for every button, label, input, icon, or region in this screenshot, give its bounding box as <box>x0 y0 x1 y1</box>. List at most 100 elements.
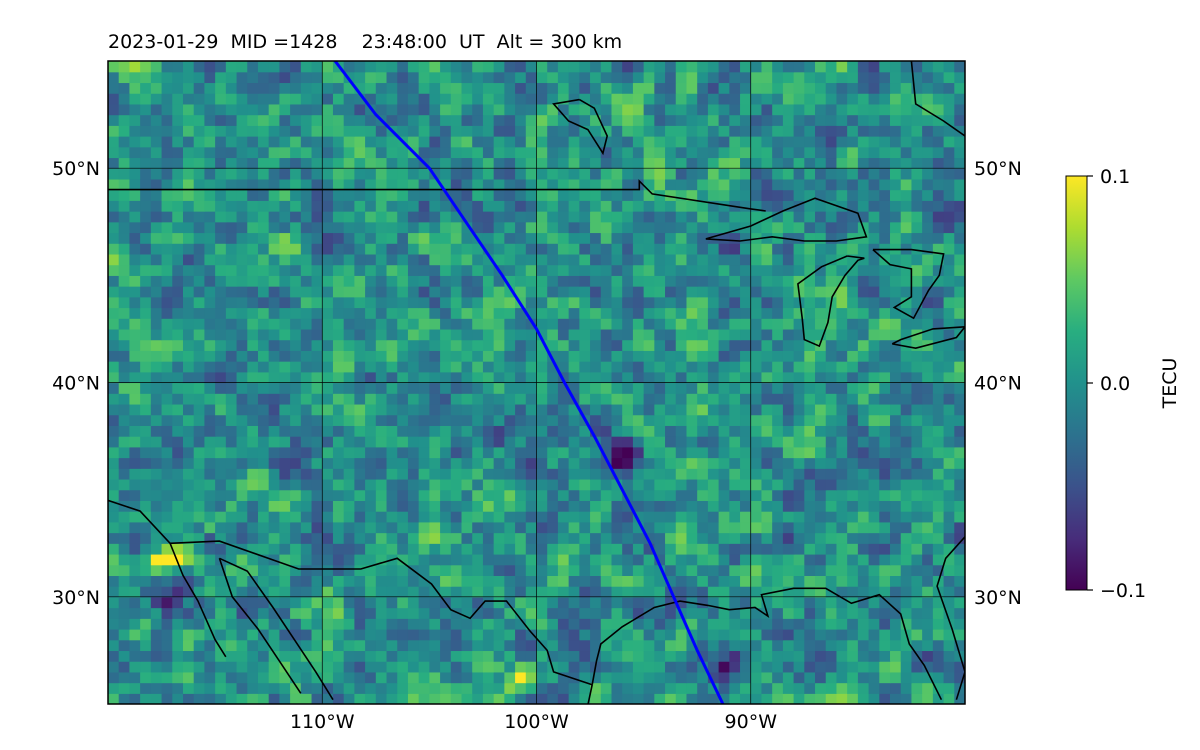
tec-cell <box>857 414 870 426</box>
tec-cell <box>654 157 666 169</box>
tec-cell <box>172 82 184 94</box>
tec-cell <box>729 371 741 384</box>
tec-cell <box>707 318 720 330</box>
tec-cell <box>204 553 216 566</box>
tec-cell <box>557 264 570 276</box>
tec-cell <box>793 457 805 469</box>
tec-cell <box>343 564 355 576</box>
tec-cell <box>161 114 173 126</box>
tec-cell <box>247 264 259 276</box>
tec-cell <box>279 318 291 330</box>
tec-cell <box>740 436 752 448</box>
tec-cell <box>611 436 623 448</box>
tec-cell <box>847 543 859 555</box>
tec-cell <box>504 671 516 684</box>
tec-cell <box>932 650 945 662</box>
tec-cell <box>761 296 773 309</box>
tec-cell <box>161 596 173 609</box>
tec-cell <box>247 168 259 180</box>
tec-cell <box>332 628 345 641</box>
tec-cell <box>718 189 730 201</box>
tec-cell <box>525 693 538 704</box>
tec-cell <box>793 682 805 694</box>
tec-cell <box>536 661 548 673</box>
tec-cell <box>654 307 666 319</box>
tec-cell <box>632 575 645 587</box>
tec-cell <box>440 243 452 255</box>
tec-cell <box>397 253 409 266</box>
tec-cell <box>707 393 720 405</box>
tec-cell <box>161 200 173 212</box>
tec-cell <box>547 650 559 662</box>
tec-cell <box>515 671 527 684</box>
tec-cell <box>536 682 548 694</box>
tec-cell <box>311 371 323 384</box>
tec-cell <box>525 639 538 652</box>
tec-cell <box>911 168 923 180</box>
tec-cell <box>343 393 355 405</box>
tec-cell <box>429 618 441 630</box>
tec-cell <box>354 232 366 244</box>
tec-cell <box>772 532 784 544</box>
tec-cell <box>440 93 452 105</box>
tec-cell <box>247 82 259 94</box>
tec-cell <box>172 339 184 351</box>
tec-cell <box>622 296 634 309</box>
tec-cell <box>515 650 527 662</box>
tec-cell <box>836 607 848 619</box>
tec-cell <box>429 403 441 416</box>
tec-cell <box>236 221 248 234</box>
tec-cell <box>450 136 463 148</box>
tec-cell <box>332 371 345 384</box>
tec-cell <box>365 350 377 362</box>
tec-cell <box>407 125 420 137</box>
tec-cell <box>386 114 398 126</box>
tec-cell <box>943 639 955 652</box>
tec-cell <box>525 575 538 587</box>
tec-cell <box>654 414 666 426</box>
tec-cell <box>686 275 698 287</box>
tec-cell <box>686 382 698 394</box>
tec-cell <box>761 189 773 201</box>
tec-cell <box>290 478 302 491</box>
tec-cell <box>932 661 945 673</box>
tec-cell <box>611 221 623 234</box>
tec-cell <box>750 211 763 223</box>
tec-cell <box>697 661 709 673</box>
tec-cell <box>697 264 709 276</box>
tec-cell <box>579 178 591 191</box>
tec-cell <box>847 564 859 576</box>
tec-cell <box>686 296 698 309</box>
tec-cell <box>386 146 398 159</box>
tec-cell <box>375 200 388 212</box>
tec-cell <box>504 596 516 609</box>
tec-cell <box>654 211 666 223</box>
tec-cell <box>622 93 634 105</box>
tec-cell <box>215 328 227 341</box>
tec-cell <box>108 103 120 116</box>
tec-cell <box>150 253 163 266</box>
tec-cell <box>761 93 773 105</box>
tec-cell <box>857 564 870 576</box>
tec-cell <box>868 71 880 84</box>
tec-cell <box>686 393 698 405</box>
tec-cell <box>804 296 816 309</box>
tec-cell <box>450 211 463 223</box>
tec-cell <box>515 275 527 287</box>
tec-cell <box>675 693 688 704</box>
tec-cell <box>300 307 313 319</box>
tec-cell <box>257 532 270 544</box>
tec-cell <box>654 500 666 512</box>
tec-cell <box>590 618 602 630</box>
tec-cell <box>622 457 634 469</box>
tec-cell <box>697 93 709 105</box>
tec-cell <box>793 189 805 201</box>
tec-cell <box>225 264 238 276</box>
tec-cell <box>729 457 741 469</box>
tec-cell <box>290 682 302 694</box>
tec-cell <box>482 511 495 523</box>
tec-cell <box>675 221 688 234</box>
tec-cell <box>493 361 505 373</box>
tec-cell <box>236 586 248 598</box>
tec-cell <box>365 318 377 330</box>
